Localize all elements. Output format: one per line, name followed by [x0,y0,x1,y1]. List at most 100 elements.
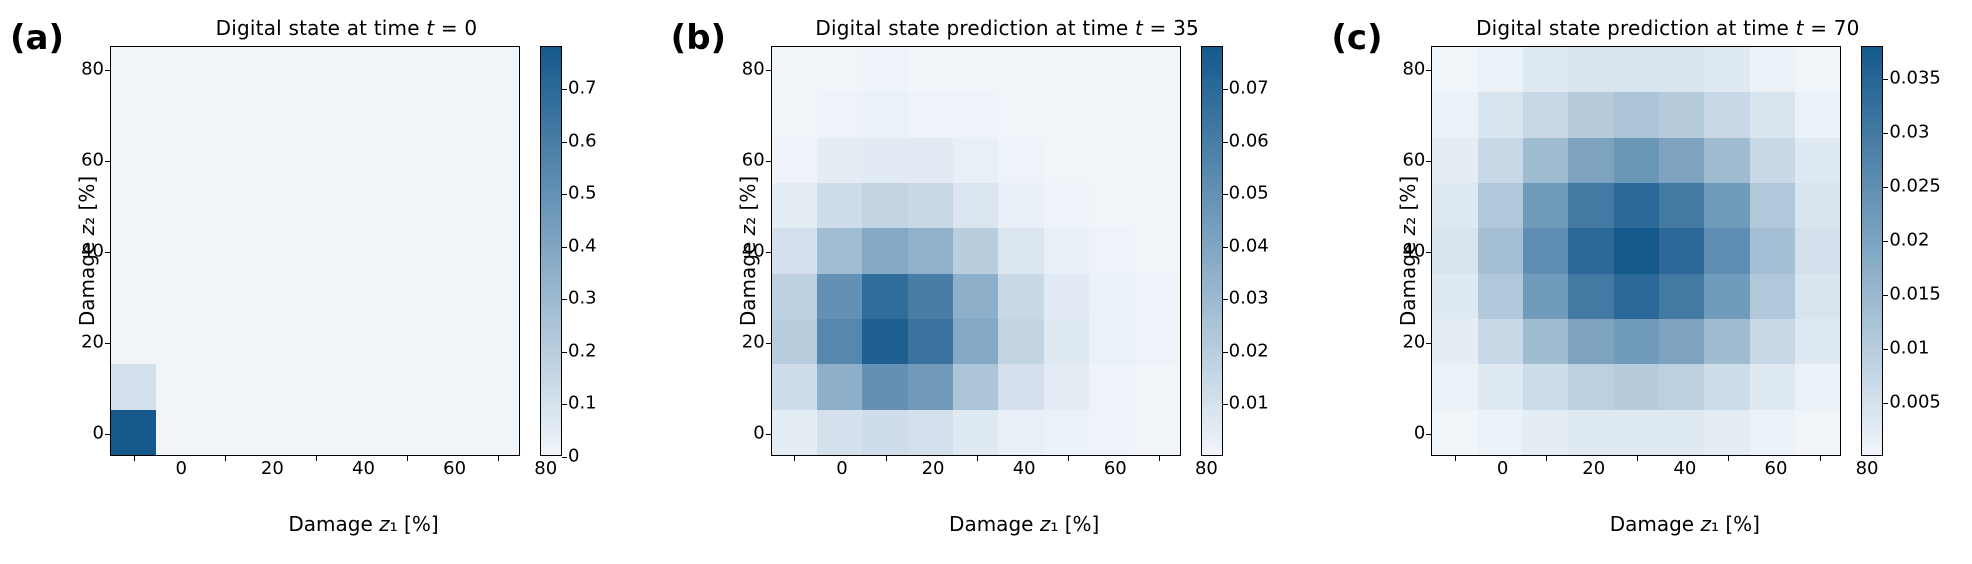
heatmap-cell [1478,92,1523,137]
heatmap-cell [862,183,907,228]
colorbar-tick-label: 0.02 [1889,230,1929,251]
heatmap-cell [998,410,1043,455]
heatmap-cell [474,410,519,455]
y-axis: Damage z₂ [%]020406080 [731,46,771,456]
heatmap-cell [338,92,383,137]
heatmap-cell [1795,92,1840,137]
x-tick-label: 40 [1013,458,1036,479]
y-tick-label: 60 [81,149,104,170]
heatmap-cell [428,274,473,319]
heatmap-cell [156,319,201,364]
heatmap-cell [1704,47,1749,92]
heatmap-cell [202,274,247,319]
chart-title: Digital state at time t = 0 [216,16,478,40]
colorbar-tick-label: 0.04 [1229,235,1269,256]
heatmap-cell [1795,183,1840,228]
heatmap-cell [202,138,247,183]
heatmap-cell [817,47,862,92]
heatmap-cell [1044,183,1089,228]
panel-a: (a)Digital state at time t = 0Damage z₂ … [10,10,641,554]
heatmap-cell [1432,183,1477,228]
heatmap-cell [1089,319,1134,364]
heatmap-cell [998,183,1043,228]
y-tick-label: 20 [81,332,104,353]
heatmap-cell [428,183,473,228]
colorbar-ticks: 0.010.020.030.040.050.060.07 [1223,46,1284,456]
colorbar-tick-label: 0.7 [568,78,597,99]
x-tick-label: 40 [1673,458,1696,479]
heatmap-cell [1134,364,1179,409]
x-tick-label: 20 [261,458,284,479]
heatmap-cell [862,47,907,92]
heatmap-cell [953,183,998,228]
heatmap-cell [428,92,473,137]
heatmap-cell [111,410,156,455]
y-tick-label: 0 [93,423,104,444]
figure-row: (a)Digital state at time t = 0Damage z₂ … [0,0,1972,564]
x-tick-label: 80 [1195,458,1218,479]
heatmap-cell [1704,319,1749,364]
heatmap-cell [1523,364,1568,409]
x-tick-label: 0 [1497,458,1508,479]
heatmap-cell [292,228,337,273]
heatmap-cell [202,319,247,364]
colorbar-tick-label: 0.02 [1229,340,1269,361]
heatmap-cell [292,92,337,137]
heatmap-cell [1795,228,1840,273]
heatmap-cell [908,138,953,183]
heatmap-cell [474,183,519,228]
heatmap [110,46,520,456]
heatmap-cell [1568,47,1613,92]
heatmap-cell [474,364,519,409]
heatmap-cell [1704,183,1749,228]
heatmap-cell [772,183,817,228]
heatmap-cell [1523,138,1568,183]
heatmap-cell [292,47,337,92]
heatmap-cell [1089,274,1134,319]
heatmap-cell [338,138,383,183]
heatmap-cell [202,92,247,137]
chart-column: Digital state at time t = 0Damage z₂ [%]… [70,10,623,536]
colorbar-tick-label: 0.01 [1889,338,1929,359]
heatmap-cell [1568,138,1613,183]
heatmap-cell [428,410,473,455]
heatmap-cell [862,228,907,273]
heatmap-cell [1478,410,1523,455]
heatmap-cell [428,319,473,364]
heatmap [771,46,1181,456]
y-axis: Damage z₂ [%]020406080 [1391,46,1431,456]
colorbar-tick-label: 0 [568,446,579,467]
heatmap-cell [1704,364,1749,409]
x-tick-label: 0 [836,458,847,479]
heatmap-cell [1478,228,1523,273]
x-tick-label: 60 [1104,458,1127,479]
heatmap-cell [1432,319,1477,364]
colorbar: 0.0050.010.0150.020.0250.030.035 [1861,46,1944,456]
y-tick-label: 40 [81,241,104,262]
heatmap-cell [247,138,292,183]
heatmap-cell [1568,364,1613,409]
heatmap-cell [817,228,862,273]
heatmap-cell [1750,319,1795,364]
heatmap-cell [1523,228,1568,273]
heatmap-cell [111,274,156,319]
heatmap-cell [862,138,907,183]
x-axis-label: Damage z₁ [%] [1480,512,1890,536]
heatmap-cell [202,410,247,455]
heatmap-cell [1614,364,1659,409]
heatmap-cell [998,364,1043,409]
heatmap-cell [383,92,428,137]
heatmap-cell [1704,274,1749,319]
heatmap-cell [247,92,292,137]
heatmap-cell [1044,47,1089,92]
heatmap-cell [998,138,1043,183]
heatmap-cell [1659,364,1704,409]
heatmap-cell [1478,47,1523,92]
heatmap-cell [772,319,817,364]
heatmap-cell [908,228,953,273]
heatmap-cell [383,274,428,319]
heatmap [1431,46,1841,456]
heatmap-cell [338,319,383,364]
chart-title: Digital state prediction at time t = 35 [815,16,1199,40]
heatmap-cell [1478,319,1523,364]
